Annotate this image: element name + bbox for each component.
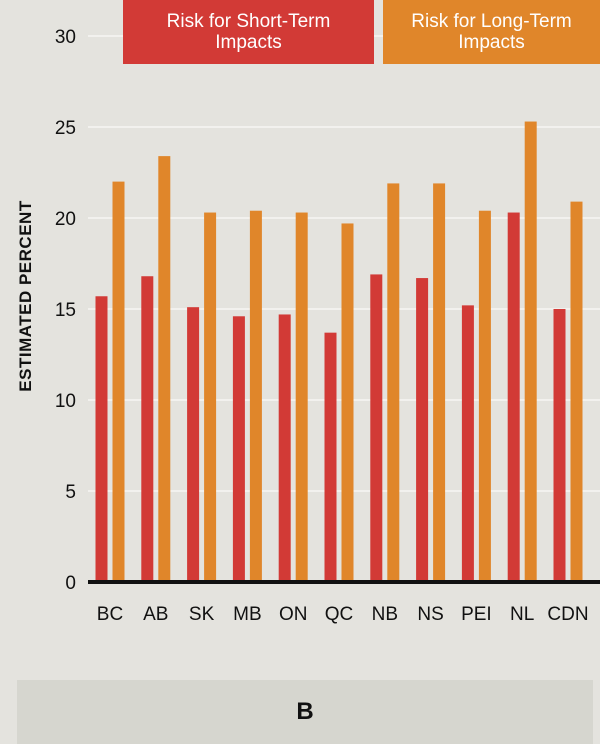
bar-long-term xyxy=(112,181,125,582)
bars xyxy=(95,121,583,583)
x-tick-label: AB xyxy=(143,604,168,625)
x-tick-label: CDN xyxy=(547,604,588,625)
bar-short-term xyxy=(187,307,200,582)
x-tick-label: PEI xyxy=(461,604,492,625)
bar-short-term xyxy=(95,296,108,582)
x-tick-label: NB xyxy=(372,604,398,625)
y-tick-label: 20 xyxy=(55,209,76,230)
bar-short-term xyxy=(461,305,474,582)
y-tick-label: 0 xyxy=(65,573,76,594)
bar-long-term xyxy=(204,212,217,583)
y-tick-label: 15 xyxy=(55,300,76,321)
panel-label: B xyxy=(296,698,314,725)
y-tick-label: 5 xyxy=(65,482,76,503)
legend-short-term: Risk for Short-Term Impacts xyxy=(123,0,374,64)
bar-long-term xyxy=(249,210,262,582)
legend-long-term-label: Risk for Long-Term Impacts xyxy=(411,11,572,53)
bar-short-term xyxy=(141,276,154,582)
bar-long-term xyxy=(295,212,308,583)
bar-long-term xyxy=(158,156,171,582)
x-tick-labels: BC AB SK MB ON QC NB NS PEI NL CDN xyxy=(97,604,589,625)
x-tick-label: MB xyxy=(233,604,262,625)
x-tick-label: ON xyxy=(279,604,308,625)
bar-long-term xyxy=(524,121,537,582)
x-tick-label: BC xyxy=(97,604,123,625)
x-tick-label: SK xyxy=(189,604,215,625)
bar-long-term xyxy=(433,183,446,583)
y-axis-label: ESTIMATED PERCENT xyxy=(16,200,35,392)
bar-short-term xyxy=(278,314,291,582)
y-tick-label: 25 xyxy=(55,118,76,139)
x-tick-label: QC xyxy=(325,604,354,625)
bar-chart: 0 5 10 15 20 25 30 BC AB SK MB ON QC NB NS PEI NL CDN xyxy=(55,27,600,625)
bar-long-term xyxy=(570,201,583,582)
bar-short-term xyxy=(553,309,566,582)
legend-short-term-label: Risk for Short-Term Impacts xyxy=(166,11,331,53)
y-tick-labels: 0 5 10 15 20 25 30 xyxy=(55,27,76,594)
bar-long-term xyxy=(341,223,354,582)
bar-short-term xyxy=(370,274,383,582)
legend-long-term: Risk for Long-Term Impacts xyxy=(383,0,600,64)
bar-short-term xyxy=(324,332,337,582)
bar-short-term xyxy=(232,316,245,582)
bar-long-term xyxy=(387,183,400,583)
y-tick-label: 10 xyxy=(55,391,76,412)
bar-short-term xyxy=(507,212,520,583)
panel-label-box: B xyxy=(17,680,593,744)
bar-short-term xyxy=(416,278,429,582)
x-tick-label: NS xyxy=(417,604,443,625)
bar-long-term xyxy=(478,210,491,582)
x-tick-label: NL xyxy=(510,604,534,625)
y-tick-label: 30 xyxy=(55,27,76,48)
